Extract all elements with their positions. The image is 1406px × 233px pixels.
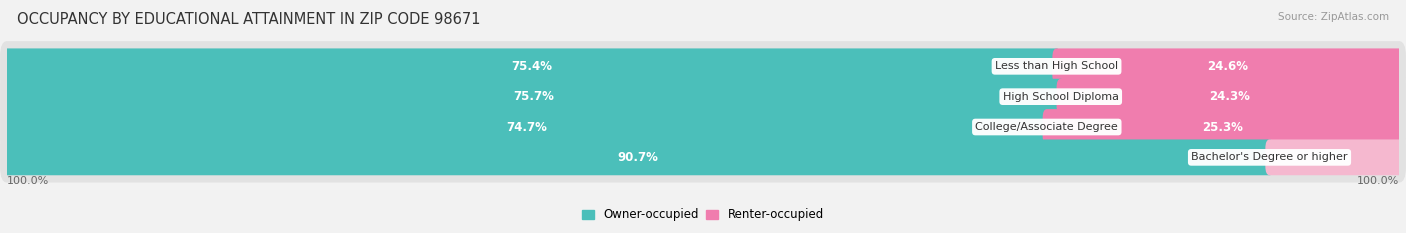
- Text: 24.6%: 24.6%: [1208, 60, 1249, 73]
- Text: 90.7%: 90.7%: [617, 151, 659, 164]
- Text: 75.7%: 75.7%: [513, 90, 554, 103]
- FancyBboxPatch shape: [3, 140, 1274, 175]
- Text: 100.0%: 100.0%: [1357, 176, 1399, 186]
- Text: College/Associate Degree: College/Associate Degree: [976, 122, 1118, 132]
- Text: Source: ZipAtlas.com: Source: ZipAtlas.com: [1278, 12, 1389, 22]
- Text: 75.4%: 75.4%: [512, 60, 553, 73]
- FancyBboxPatch shape: [1056, 79, 1403, 115]
- FancyBboxPatch shape: [0, 72, 1406, 122]
- FancyBboxPatch shape: [1052, 48, 1403, 84]
- Text: 25.3%: 25.3%: [1202, 120, 1243, 134]
- FancyBboxPatch shape: [3, 48, 1060, 84]
- FancyBboxPatch shape: [0, 41, 1406, 92]
- FancyBboxPatch shape: [3, 109, 1052, 145]
- Text: 74.7%: 74.7%: [506, 120, 547, 134]
- FancyBboxPatch shape: [1043, 109, 1403, 145]
- FancyBboxPatch shape: [0, 102, 1406, 152]
- Text: Less than High School: Less than High School: [995, 61, 1118, 71]
- Text: 24.3%: 24.3%: [1209, 90, 1250, 103]
- Text: 100.0%: 100.0%: [7, 176, 49, 186]
- FancyBboxPatch shape: [3, 79, 1064, 115]
- Legend: Owner-occupied, Renter-occupied: Owner-occupied, Renter-occupied: [578, 204, 828, 226]
- Text: High School Diploma: High School Diploma: [1002, 92, 1119, 102]
- FancyBboxPatch shape: [1265, 140, 1403, 175]
- Text: 9.3%: 9.3%: [1317, 151, 1351, 164]
- Text: OCCUPANCY BY EDUCATIONAL ATTAINMENT IN ZIP CODE 98671: OCCUPANCY BY EDUCATIONAL ATTAINMENT IN Z…: [17, 12, 481, 27]
- FancyBboxPatch shape: [0, 132, 1406, 182]
- Text: Bachelor's Degree or higher: Bachelor's Degree or higher: [1191, 152, 1348, 162]
